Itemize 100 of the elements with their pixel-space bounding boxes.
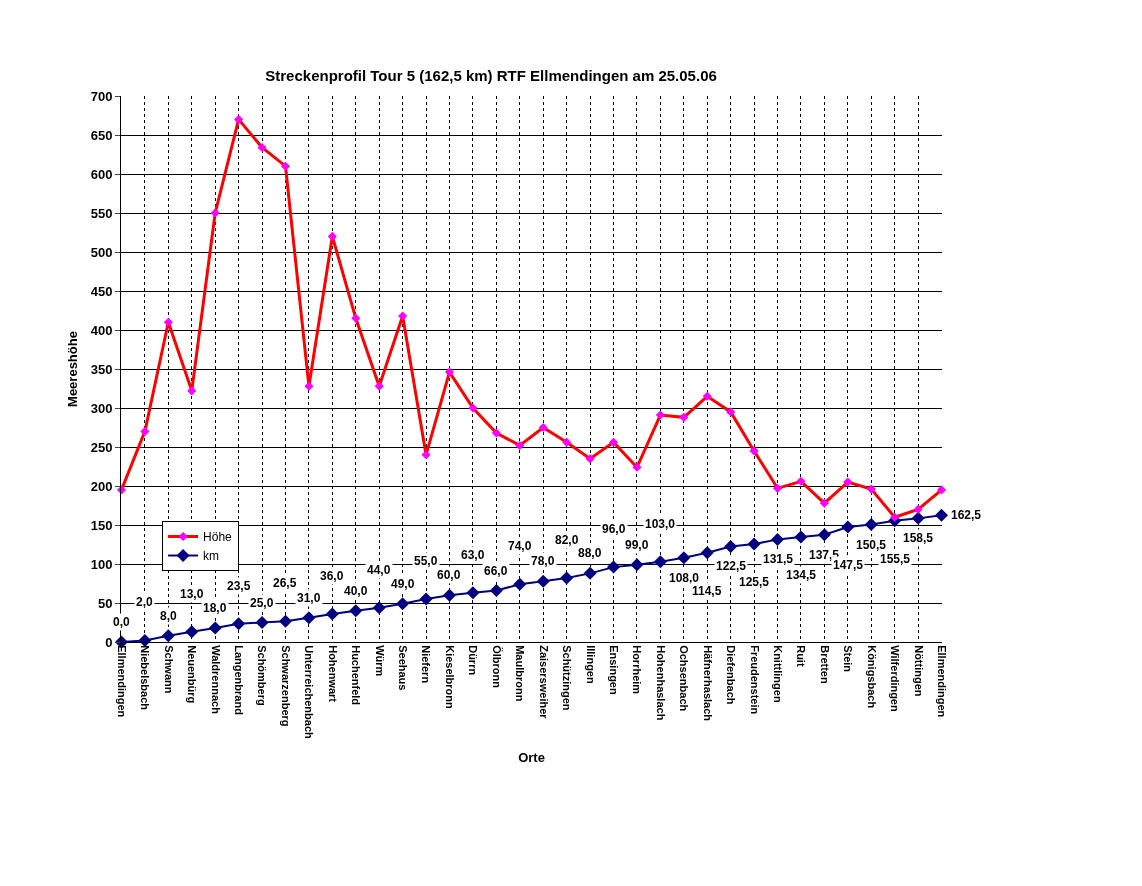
point: [864, 518, 878, 532]
x-tick-label: Kieselbronn: [443, 645, 456, 710]
data-label: 0,0: [113, 615, 131, 629]
y-axis-title: Meereshöhe: [64, 331, 80, 407]
data-label: 147,5: [833, 558, 864, 572]
x-tick-label: Zaisersweiher: [537, 645, 550, 720]
y-tick-label: 50: [97, 595, 113, 611]
y-tick-label: 400: [90, 322, 113, 338]
data-label: 131,5: [763, 552, 794, 566]
y-tick-label: 150: [90, 517, 113, 533]
point: [817, 528, 831, 542]
point: [700, 546, 714, 560]
x-tick-label: Neuenbürg: [186, 645, 199, 704]
x-tick-label: Niefern: [420, 645, 433, 684]
x-tick-label: Ochsenbach: [678, 645, 691, 712]
point: [161, 629, 175, 643]
data-label: 134,5: [786, 568, 817, 582]
point: [513, 577, 527, 591]
data-label: 114,5: [692, 584, 722, 598]
data-label: 60,0: [437, 568, 461, 582]
chart-title: Streckenprofil Tour 5 (162,5 km) RTF Ellmendingen am 25.05.06: [265, 66, 717, 84]
y-tick-label: 550: [90, 205, 113, 221]
x-tick-label: Ensingen: [607, 645, 620, 695]
data-label: 63,0: [461, 548, 485, 562]
x-tick-label: Wilferdingen: [889, 645, 902, 712]
point: [466, 586, 480, 600]
x-tick-label: Diefenbach: [725, 645, 738, 705]
data-label: 78,0: [531, 554, 555, 568]
x-tick-label: Schützingen: [561, 645, 574, 711]
data-label: 103,0: [645, 517, 676, 531]
point: [208, 621, 222, 635]
point: [302, 611, 316, 625]
data-label: 150,5: [856, 538, 887, 552]
x-tick-label: Schwann: [162, 645, 175, 694]
data-label: 125,5: [739, 575, 770, 589]
point: [794, 530, 808, 544]
point: [349, 604, 363, 618]
point: [372, 601, 386, 615]
y-tick-label: 300: [90, 400, 113, 416]
x-tick-label: Seehaus: [397, 645, 410, 691]
x-tick-label: Schömberg: [256, 645, 269, 706]
data-label: 74,0: [508, 539, 532, 553]
data-label: 8,0: [160, 609, 178, 623]
y-tick-label: 350: [90, 361, 113, 377]
x-tick-label: Ellmendingen: [935, 645, 948, 718]
legend-label: km: [203, 549, 220, 564]
point: [935, 508, 949, 522]
x-tick-label: Bretten: [818, 645, 831, 684]
data-label: 18,0: [203, 601, 227, 615]
point: [442, 588, 456, 602]
x-tick-label: Horrheim: [631, 645, 644, 695]
data-label: 25,0: [250, 596, 274, 610]
x-tick-label: Ellmendingen: [115, 645, 128, 718]
data-label: 96,0: [602, 522, 626, 536]
x-tick-label: Ölbronn: [490, 645, 503, 689]
y-tick-label: 700: [90, 88, 113, 104]
data-label: 31,0: [297, 591, 321, 605]
x-tick-label: Unterreichenbach: [303, 645, 316, 740]
data-label: 13,0: [180, 587, 204, 601]
x-tick-label: Ruit: [795, 645, 808, 667]
x-tick-label: Maulbronn: [514, 645, 527, 702]
y-tick-label: 100: [90, 556, 113, 572]
point: [185, 625, 199, 639]
data-label: 23,5: [227, 579, 251, 593]
point: [232, 617, 246, 631]
x-axis-title: Orte: [518, 749, 545, 765]
data-label: 122,5: [716, 559, 747, 573]
data-label: 55,0: [414, 554, 438, 568]
point: [747, 537, 761, 551]
point: [560, 571, 574, 585]
data-label: 2,0: [136, 595, 154, 609]
y-tick-label: 0: [105, 634, 113, 650]
data-label: 158,5: [903, 531, 934, 545]
x-tick-label: Waldrennach: [209, 645, 222, 715]
x-tick-label: Niebelsbach: [139, 645, 152, 711]
x-tick-label: Königsbach: [865, 645, 878, 709]
point: [677, 551, 691, 565]
x-tick-label: Langenbrand: [233, 645, 246, 715]
x-tick-label: Huchenfeld: [350, 645, 363, 706]
data-label: 99,0: [625, 538, 649, 552]
data-label: 82,0: [555, 533, 579, 547]
data-label: 26,5: [273, 576, 297, 590]
point: [419, 592, 433, 606]
point: [536, 574, 550, 588]
point: [911, 511, 925, 525]
point: [653, 555, 667, 569]
x-tick-label: Knittlingen: [771, 645, 784, 703]
y-tick-label: 450: [90, 283, 113, 299]
point: [583, 566, 597, 580]
data-label: 36,0: [320, 569, 344, 583]
point: [841, 520, 855, 534]
data-label: 40,0: [344, 584, 368, 598]
y-tick-label: 650: [90, 127, 113, 143]
data-label: 44,0: [367, 563, 391, 577]
x-tick-label: Schwarzenberg: [279, 645, 292, 727]
point: [724, 539, 738, 553]
point: [396, 597, 410, 611]
x-tick-label: Hohenwart: [326, 645, 339, 703]
y-tick-label: 500: [90, 244, 113, 260]
legend-label: Höhe: [203, 530, 233, 545]
